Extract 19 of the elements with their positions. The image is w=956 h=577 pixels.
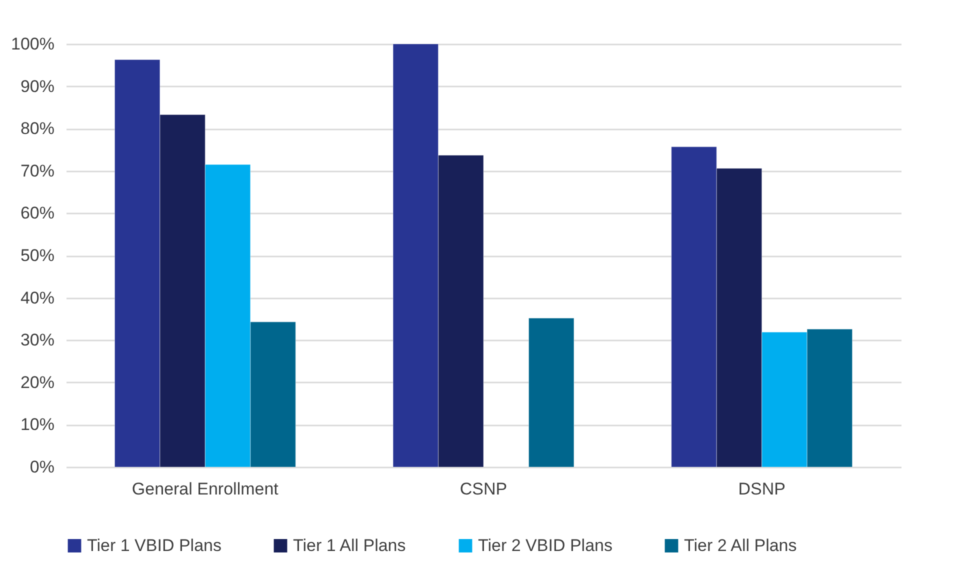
y-tick-label: 30% (20, 330, 54, 350)
y-tick-label: 20% (20, 372, 54, 392)
x-tick-label: DSNP (738, 480, 786, 498)
x-tick-label: CSNP (460, 480, 508, 498)
y-tick-label: 90% (20, 76, 54, 96)
bar (528, 318, 574, 468)
legend-label: Tier 2 All Plans (684, 536, 797, 555)
y-tick-label: 100% (11, 34, 54, 54)
y-tick-label: 80% (20, 119, 54, 138)
y-tick-label: 60% (20, 204, 54, 223)
y-tick-label: 40% (20, 288, 54, 308)
legend-label: Tier 2 VBID Plans (478, 536, 612, 555)
y-tick-label: 70% (20, 161, 54, 180)
y-tick-label: 10% (20, 415, 54, 434)
x-tick-label: General Enrollment (132, 480, 279, 498)
y-tick-label: 0% (30, 458, 54, 476)
y-tick-label: 50% (20, 246, 54, 265)
legend-label: Tier 1 VBID Plans (87, 536, 222, 555)
legend-label: Tier 1 All Plans (293, 536, 406, 555)
